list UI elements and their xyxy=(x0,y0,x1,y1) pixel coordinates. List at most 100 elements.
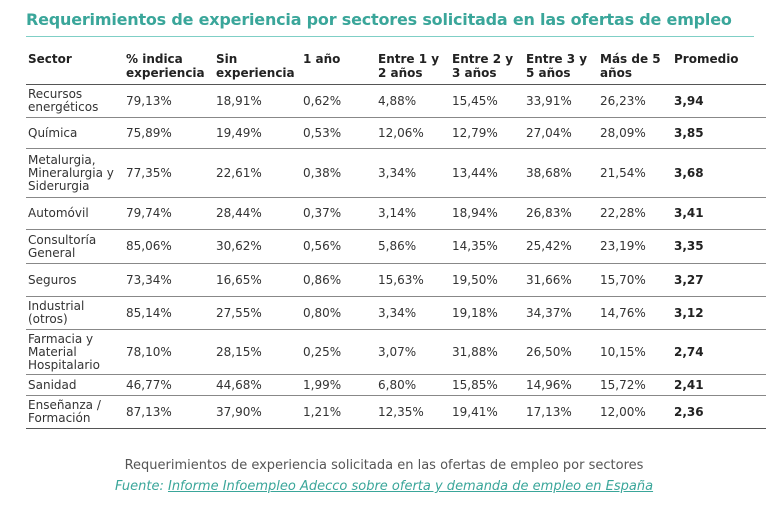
cell-indica-experiencia: 46,77% xyxy=(126,377,172,392)
cell-indica-experiencia: 85,06% xyxy=(126,239,172,253)
cell-entre-1-y-2: 5,86% xyxy=(378,239,417,253)
cell-entre-3-y-5: 27,04% xyxy=(526,125,572,140)
cell-entre-3-y-5: 26,83% xyxy=(526,206,572,220)
cell-mas-de-5: 23,19% xyxy=(600,239,646,253)
cell-indica-experiencia: 79,74% xyxy=(126,206,172,220)
experience-table: Sector % indica experiencia Sin experien… xyxy=(26,48,766,429)
cell-1-ano: 0,80% xyxy=(303,305,342,320)
cell-entre-1-y-2: 12,06% xyxy=(378,125,424,140)
header-sector: Sector xyxy=(28,52,72,66)
cell-entre-2-y-3: 19,50% xyxy=(452,272,498,287)
cell-entre-1-y-2: 3,14% xyxy=(378,206,417,220)
cell-entre-1-y-2: 6,80% xyxy=(378,377,417,392)
table-row: Seguros 73,34% 16,65% 0,86% 15,63% 19,50% 31,6… xyxy=(26,264,766,297)
cell-mas-de-5: 12,00% xyxy=(600,404,646,419)
cell-entre-2-y-3: 14,35% xyxy=(452,239,498,253)
table-row: Industrial (otros) 85,14% 27,55% 0,80% 3,34%… xyxy=(26,297,766,330)
cell-entre-1-y-2: 12,35% xyxy=(378,404,424,419)
cell-sector: Metalurgia, Mineralurgia y Siderurgia xyxy=(28,152,114,193)
cell-promedio: 3,41 xyxy=(674,206,704,220)
cell-sector: Seguros xyxy=(28,272,77,287)
cell-mas-de-5: 26,23% xyxy=(600,93,646,108)
cell-entre-2-y-3: 19,41% xyxy=(452,404,498,419)
cell-mas-de-5: 10,15% xyxy=(600,344,646,359)
cell-entre-2-y-3: 19,18% xyxy=(452,305,498,320)
cell-promedio: 3,68 xyxy=(674,165,704,180)
cell-sin-experiencia: 30,62% xyxy=(216,239,262,253)
cell-sin-experiencia: 44,68% xyxy=(216,377,262,392)
cell-indica-experiencia: 78,10% xyxy=(126,344,172,359)
cell-entre-1-y-2: 4,88% xyxy=(378,93,417,108)
cell-promedio: 2,41 xyxy=(674,377,704,392)
cell-1-ano: 0,25% xyxy=(303,344,342,359)
cell-indica-experiencia: 85,14% xyxy=(126,305,172,320)
cell-entre-1-y-2: 3,34% xyxy=(378,165,417,180)
cell-1-ano: 0,86% xyxy=(303,272,342,287)
table-row: Química 75,89% 19,49% 0,53% 12,06% 12,79% 27,0… xyxy=(26,118,766,149)
cell-promedio: 2,74 xyxy=(674,344,704,359)
cell-entre-1-y-2: 3,34% xyxy=(378,305,417,320)
cell-1-ano: 0,38% xyxy=(303,165,342,180)
header-entre-3-y-5: Entre 3 y 5 años xyxy=(526,52,588,80)
cell-sector: Consultoría General xyxy=(28,232,97,260)
table-caption: Requerimientos de experiencia solicitada… xyxy=(124,458,644,473)
table-row: Sanidad 46,77% 44,68% 1,99% 6,80% 15,85% 14,96… xyxy=(26,375,766,396)
cell-mas-de-5: 28,09% xyxy=(600,125,646,140)
cell-1-ano: 0,56% xyxy=(303,239,342,253)
header-mas-de-5: Más de 5 años xyxy=(600,52,661,80)
table-row: Farmacia y Material Hospitalario 78,10% 28… xyxy=(26,330,766,375)
cell-sin-experiencia: 19,49% xyxy=(216,125,262,140)
cell-sector: Farmacia y Material Hospitalario xyxy=(28,331,100,372)
table-row: Enseñanza / Formación 87,13% 37,90% 1,21% 12… xyxy=(26,396,766,429)
cell-entre-3-y-5: 34,37% xyxy=(526,305,572,320)
cell-entre-2-y-3: 31,88% xyxy=(452,344,498,359)
cell-sector: Enseñanza / Formación xyxy=(28,398,101,425)
cell-promedio: 3,94 xyxy=(674,93,704,108)
cell-entre-2-y-3: 13,44% xyxy=(452,165,498,180)
cell-promedio: 2,36 xyxy=(674,404,704,419)
cell-entre-1-y-2: 3,07% xyxy=(378,344,417,359)
cell-promedio: 3,12 xyxy=(674,305,704,320)
cell-mas-de-5: 21,54% xyxy=(600,165,646,180)
table-row: Automóvil 79,74% 28,44% 0,37% 3,14% 18,94% 26,… xyxy=(26,198,766,230)
cell-promedio: 3,85 xyxy=(674,125,704,140)
cell-promedio: 3,27 xyxy=(674,272,704,287)
source-link[interactable]: Informe Infoempleo Adecco sobre oferta y… xyxy=(167,479,654,494)
cell-entre-2-y-3: 18,94% xyxy=(452,206,498,220)
cell-entre-3-y-5: 17,13% xyxy=(526,404,572,419)
cell-indica-experiencia: 87,13% xyxy=(126,404,172,419)
page-title: Requerimientos de experiencia por sector… xyxy=(26,10,732,29)
cell-sin-experiencia: 37,90% xyxy=(216,404,262,419)
cell-1-ano: 0,37% xyxy=(303,206,342,220)
header-sin-experiencia: Sin experiencia xyxy=(216,52,295,80)
cell-indica-experiencia: 73,34% xyxy=(126,272,172,287)
cell-entre-3-y-5: 26,50% xyxy=(526,344,572,359)
cell-1-ano: 1,99% xyxy=(303,377,342,392)
cell-entre-2-y-3: 15,85% xyxy=(452,377,498,392)
table-row: Recursos energéticos 79,13% 18,91% 0,62% 4,8… xyxy=(26,85,766,118)
cell-entre-3-y-5: 14,96% xyxy=(526,377,572,392)
cell-entre-3-y-5: 38,68% xyxy=(526,165,572,180)
cell-mas-de-5: 15,72% xyxy=(600,377,646,392)
cell-sin-experiencia: 16,65% xyxy=(216,272,262,287)
cell-indica-experiencia: 79,13% xyxy=(126,93,172,108)
source-label: Fuente: xyxy=(114,479,164,494)
cell-sector: Química xyxy=(28,125,78,140)
header-1-ano: 1 año xyxy=(303,52,341,66)
header-entre-1-y-2: Entre 1 y 2 años xyxy=(378,52,440,80)
cell-sin-experiencia: 22,61% xyxy=(216,165,262,180)
cell-entre-2-y-3: 15,45% xyxy=(452,93,498,108)
cell-sin-experiencia: 28,44% xyxy=(216,206,262,220)
table-row: Metalurgia, Mineralurgia y Siderurgia 77,… xyxy=(26,149,766,198)
cell-entre-3-y-5: 33,91% xyxy=(526,93,572,108)
table-header-row: Sector % indica experiencia Sin experien… xyxy=(26,48,766,85)
cell-promedio: 3,35 xyxy=(674,239,704,253)
cell-indica-experiencia: 77,35% xyxy=(126,165,172,180)
cell-indica-experiencia: 75,89% xyxy=(126,125,172,140)
cell-sin-experiencia: 28,15% xyxy=(216,344,262,359)
cell-entre-2-y-3: 12,79% xyxy=(452,125,498,140)
header-entre-2-y-3: Entre 2 y 3 años xyxy=(452,52,514,80)
cell-entre-3-y-5: 25,42% xyxy=(526,239,572,253)
cell-1-ano: 0,53% xyxy=(303,125,342,140)
header-indica-experiencia: % indica experiencia xyxy=(126,52,205,80)
